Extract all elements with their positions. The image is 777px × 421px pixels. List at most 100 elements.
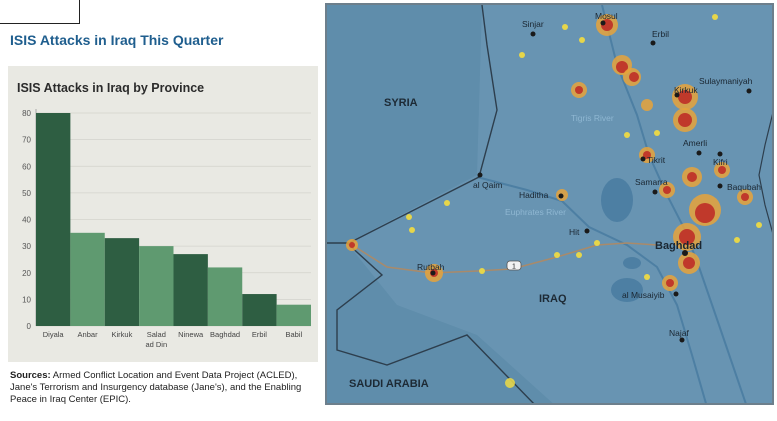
attack-cluster bbox=[678, 90, 692, 104]
city-markers bbox=[430, 20, 752, 343]
y-tick-label: 70 bbox=[22, 136, 31, 145]
highway-number: 1 bbox=[512, 264, 516, 271]
city-dot-najaf bbox=[679, 337, 685, 343]
attack-cluster bbox=[641, 99, 653, 111]
label-euphrates-river: Euphrates River bbox=[505, 207, 566, 217]
attack-point bbox=[444, 200, 450, 206]
label-sulaymaniyah: Sulaymaniyah bbox=[699, 76, 753, 86]
city-dot-almusaiyib bbox=[673, 291, 679, 297]
city-dot-baghdad bbox=[682, 250, 688, 256]
x-tick-label: Ninewa bbox=[178, 330, 204, 339]
iran-iraq-border bbox=[758, 113, 772, 233]
attack-cluster bbox=[695, 203, 715, 223]
x-tick-label: Babil bbox=[285, 330, 302, 339]
attack-cluster bbox=[687, 172, 697, 182]
label-alqaim: al Qaim bbox=[473, 180, 502, 190]
y-tick-label: 30 bbox=[22, 242, 31, 251]
y-tick-label: 20 bbox=[22, 269, 31, 278]
x-tick-label: Salad bbox=[147, 330, 166, 339]
attack-point bbox=[579, 37, 585, 43]
attack-point bbox=[624, 132, 630, 138]
y-tick-label: 50 bbox=[22, 189, 31, 198]
attack-point bbox=[644, 274, 650, 280]
city-dot-sinjar bbox=[530, 31, 536, 37]
lake-tharthar bbox=[601, 178, 633, 222]
label-sinjar: Sinjar bbox=[522, 19, 544, 29]
syria-iraq-border bbox=[327, 5, 498, 244]
sources-note: Sources: Armed Conflict Location and Eve… bbox=[10, 370, 320, 406]
attack-point bbox=[756, 222, 762, 228]
label-amerli: Amerli bbox=[683, 138, 707, 148]
city-dot-kifri bbox=[717, 151, 723, 157]
city-dot-hit bbox=[584, 228, 590, 234]
label-samarra: Samarra bbox=[635, 177, 668, 187]
attack-cluster bbox=[663, 186, 671, 194]
label-tigris-river: Tigris River bbox=[571, 113, 614, 123]
attack-map: 1 bbox=[325, 3, 774, 405]
attack-cluster bbox=[683, 257, 695, 269]
label-tikrit: Tikrit bbox=[647, 155, 666, 165]
bar bbox=[70, 232, 105, 326]
city-dot-erbil bbox=[650, 40, 656, 46]
city-dot-alqaim bbox=[477, 172, 483, 178]
label-haditha: Haditha bbox=[519, 190, 549, 200]
page-title: ISIS Attacks in Iraq This Quarter bbox=[10, 32, 224, 48]
label-mosul: Mosul bbox=[595, 11, 618, 21]
attack-cluster bbox=[349, 242, 355, 248]
x-tick-label: Erbil bbox=[252, 330, 267, 339]
attack-point bbox=[734, 237, 740, 243]
bar bbox=[139, 246, 174, 326]
bar-chart-panel: ISIS Attacks in Iraq by Province 0 10 20 30… bbox=[8, 66, 318, 362]
label-iraq: IRAQ bbox=[539, 293, 567, 305]
chart-title: ISIS Attacks in Iraq by Province bbox=[17, 81, 205, 95]
y-tick-label: 40 bbox=[22, 216, 31, 225]
y-tick-label: 80 bbox=[22, 109, 31, 118]
attack-cluster bbox=[678, 113, 692, 127]
bar bbox=[242, 294, 277, 326]
bar-chart: 0 10 20 30 40 50 60 70 80 Diyala Anbar Kirkuk Salada… bbox=[22, 109, 311, 349]
label-saudi-arabia: SAUDI ARABIA bbox=[349, 378, 429, 390]
attack-point bbox=[409, 227, 415, 233]
euphrates-river bbox=[476, 176, 707, 403]
bar bbox=[207, 267, 243, 326]
attack-heatmap bbox=[346, 14, 762, 388]
attack-cluster bbox=[575, 86, 583, 94]
bar bbox=[36, 113, 71, 326]
attack-point bbox=[519, 52, 525, 58]
x-tick-label: Diyala bbox=[43, 330, 65, 339]
attack-point bbox=[554, 252, 560, 258]
city-dot-baqubah bbox=[717, 183, 723, 189]
attack-point bbox=[562, 24, 568, 30]
attack-cluster bbox=[741, 193, 749, 201]
y-tick-label: 10 bbox=[22, 295, 31, 304]
label-erbil: Erbil bbox=[652, 29, 669, 39]
attack-cluster bbox=[718, 166, 726, 174]
city-dot-haditha bbox=[558, 193, 564, 199]
sources-text: Armed Conflict Location and Event Data P… bbox=[10, 370, 302, 405]
bar bbox=[173, 254, 208, 326]
sources-label: Sources: bbox=[10, 370, 51, 381]
label-baghdad: Baghdad bbox=[655, 240, 702, 252]
saudi-iraq-border bbox=[336, 242, 535, 403]
iraq-region bbox=[347, 5, 772, 403]
attack-cluster bbox=[643, 151, 651, 159]
highway-shield bbox=[506, 260, 522, 271]
label-hit: Hit bbox=[569, 227, 580, 237]
y-tick-label: 0 bbox=[27, 322, 32, 331]
attack-point bbox=[479, 268, 485, 274]
attack-cluster bbox=[666, 279, 674, 287]
attack-point bbox=[576, 252, 582, 258]
y-tick-label: 60 bbox=[22, 162, 31, 171]
map-canvas: 1 bbox=[327, 5, 772, 403]
label-almusaiyib: al Musaiyib bbox=[622, 290, 665, 300]
label-najaf: Najaf bbox=[669, 328, 689, 338]
attack-cluster bbox=[629, 72, 639, 82]
bar bbox=[104, 238, 140, 326]
city-dot-amerli bbox=[696, 150, 702, 156]
city-dot-samarra bbox=[652, 189, 658, 195]
label-syria: SYRIA bbox=[384, 97, 418, 109]
label-rutbah: Rutbah bbox=[417, 262, 445, 272]
city-dot-sulaymaniyah bbox=[746, 88, 752, 94]
label-baqubah: Baqubah bbox=[727, 182, 761, 192]
label-kirkuk: Kirkuk bbox=[674, 85, 698, 95]
